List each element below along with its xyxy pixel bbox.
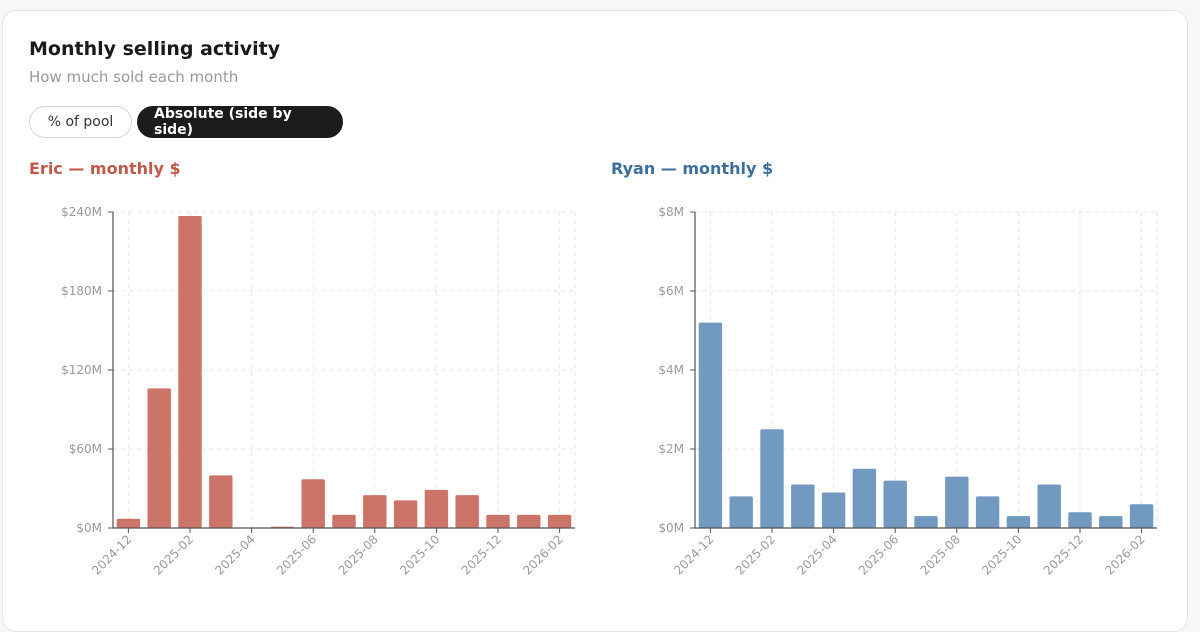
ryan-bar-2026-02[interactable]: [1129, 504, 1154, 528]
ryan-bar-2025-06[interactable]: [883, 480, 907, 528]
ryan-bar-2025-05[interactable]: [852, 468, 877, 528]
ryan-monthly-bar-chart: $0M $2M $4M $6M $8M 2024-12 2025-02 2025-04 2025…: [658, 205, 1158, 578]
percent-of-pool-toggle[interactable]: % of pool: [29, 106, 132, 138]
ryan-ytick-label: $6M: [658, 284, 684, 298]
ryan-xtick-label: 2024-12: [671, 532, 716, 577]
ryan-xtick-label: 2025-04: [794, 532, 839, 577]
eric-bar-2024-12[interactable]: [116, 518, 141, 528]
ryan-xtick-label: 2025-02: [733, 532, 778, 577]
ryan-bar-2025-04[interactable]: [821, 492, 846, 528]
ryan-bar-2025-02[interactable]: [760, 429, 784, 528]
ryan-xtick-label: 2025-08: [918, 532, 963, 577]
eric-bar-2025-03[interactable]: [209, 475, 233, 528]
eric-bar-2025-01[interactable]: [147, 388, 171, 528]
eric-ytick-label: $0M: [76, 521, 102, 535]
eric-xtick-label: 2025-12: [459, 532, 504, 577]
ryan-xtick-label: 2026-02: [1102, 532, 1147, 577]
ryan-bar-2025-11[interactable]: [1037, 484, 1061, 528]
card-title: Monthly selling activity: [29, 38, 281, 60]
eric-xtick-label: 2026-02: [520, 532, 565, 577]
eric-xtick-label: 2025-10: [397, 532, 442, 577]
absolute-side-by-side-toggle[interactable]: Absolute (side by side): [137, 106, 343, 138]
eric-xtick-label: 2024-12: [89, 532, 134, 577]
eric-ytick-label: $120M: [61, 363, 102, 377]
eric-bar-2025-02[interactable]: [178, 215, 202, 528]
ryan-xtick-label: 2025-06: [856, 532, 901, 577]
eric-ytick-label: $180M: [61, 284, 102, 298]
ryan-bar-2025-09[interactable]: [975, 496, 1000, 528]
eric-xtick-label: 2025-04: [212, 532, 257, 577]
ryan-bar-2024-12[interactable]: [698, 322, 723, 528]
eric-ytick-label: $240M: [61, 205, 102, 219]
ryan-xtick-label: 2025-10: [979, 532, 1024, 577]
ryan-ytick-label: $8M: [658, 205, 684, 219]
eric-bar-2025-09[interactable]: [393, 500, 418, 528]
eric-bar-2026-01[interactable]: [517, 514, 541, 528]
eric-bar-2025-12[interactable]: [486, 514, 510, 528]
ryan-ytick-label: $2M: [658, 442, 684, 456]
ryan-xtick-label: 2025-12: [1041, 532, 1086, 577]
ryan-bar-2025-07[interactable]: [914, 516, 938, 528]
eric-chart-title: Eric — monthly $: [29, 159, 181, 178]
card-subtitle: How much sold each month: [29, 68, 239, 86]
eric-xtick-label: 2025-08: [336, 532, 381, 577]
eric-monthly-bar-chart: $0M $60M $120M $180M $240M 2024-12 2025-02 2025…: [61, 205, 576, 578]
ryan-bar-2025-10[interactable]: [1006, 516, 1031, 528]
ryan-ytick-label: $0M: [658, 521, 684, 535]
ryan-chart-title: Ryan — monthly $: [611, 159, 774, 178]
eric-ytick-label: $60M: [69, 442, 102, 456]
eric-xtick-label: 2025-06: [274, 532, 319, 577]
eric-bar-2025-10[interactable]: [424, 489, 449, 528]
ryan-bar-2025-03[interactable]: [791, 484, 815, 528]
selling-activity-card: Monthly selling activity How much sold e…: [2, 10, 1188, 632]
ryan-bar-2025-08[interactable]: [945, 476, 969, 528]
eric-bar-2025-11[interactable]: [455, 495, 479, 528]
eric-bar-2026-02[interactable]: [547, 514, 572, 528]
ryan-bar-2026-01[interactable]: [1099, 516, 1123, 528]
ryan-bar-2025-12[interactable]: [1068, 512, 1092, 528]
eric-bar-2025-08[interactable]: [363, 495, 387, 528]
ryan-ytick-label: $4M: [658, 363, 684, 377]
ryan-bar-2025-01[interactable]: [729, 496, 753, 528]
eric-xtick-label: 2025-02: [151, 532, 196, 577]
eric-bar-2025-07[interactable]: [332, 514, 356, 528]
eric-bar-2025-06[interactable]: [301, 479, 325, 528]
